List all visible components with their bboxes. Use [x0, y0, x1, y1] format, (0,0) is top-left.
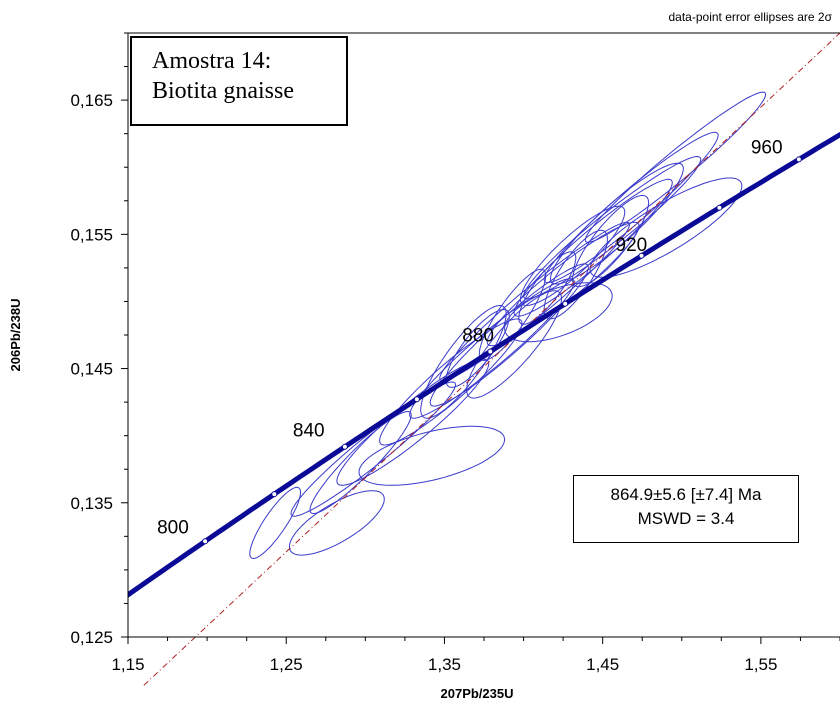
concordia-age-label: 880 [462, 326, 494, 347]
sample-title-box: Amostra 14: Biotita gnaisse [130, 36, 348, 126]
error-ellipse [439, 221, 631, 382]
axes [127, 32, 840, 638]
x-tick-label: 1,25 [270, 655, 303, 674]
error-ellipse [504, 282, 613, 343]
concordia-age-marker [202, 538, 209, 545]
x-tick-label: 1,45 [586, 655, 619, 674]
concordia-age-marker [562, 300, 569, 307]
concordia-age-marker [271, 491, 278, 498]
error-ellipse [543, 131, 719, 284]
concordia-age-marker [638, 252, 645, 259]
y-tick-label: 0,165 [70, 91, 113, 110]
concordia-age-marker [413, 396, 420, 403]
discordia-line [143, 32, 840, 686]
concordia-age-marker [341, 443, 348, 450]
concordia-curve [128, 131, 840, 598]
error-ellipse [478, 268, 547, 362]
error-ellipse [589, 177, 743, 278]
error-ellipse-note: data-point error ellipses are 2σ [669, 10, 833, 24]
error-ellipse [420, 304, 507, 419]
error-ellipse [309, 410, 412, 515]
error-ellipse [584, 91, 767, 243]
y-tick-label: 0,145 [70, 360, 113, 379]
x-tick-label: 1,55 [744, 655, 777, 674]
tick-marks [121, 32, 840, 644]
y-tick-label: 0,155 [70, 225, 113, 244]
concordia-age-label: 800 [157, 517, 189, 538]
y-tick-label: 0,135 [70, 494, 113, 513]
reference-lines [128, 32, 840, 686]
sample-title-line-2: Biotita gnaisse [152, 78, 294, 104]
error-ellipse [466, 290, 563, 399]
error-ellipse [486, 221, 640, 347]
x-axis-title: 207Pb/235U [441, 686, 514, 701]
error-ellipse [513, 178, 673, 317]
y-axis-title: 206Pb/238U [8, 299, 23, 372]
concordia-age-marker [487, 348, 494, 355]
concordia-age-marker [716, 204, 723, 211]
tick-labels: 1,15 1,25 1,35 1,45 1,55 0,125 0,135 0,145 0,155… [70, 91, 777, 674]
age-result-line-2: MSWD = 3.4 [637, 509, 735, 528]
concordia-age-labels: 800 840 880 920 960 [157, 137, 782, 538]
error-ellipse [336, 358, 490, 486]
x-tick-label: 1,15 [111, 655, 144, 674]
y-tick-label: 0,125 [70, 628, 113, 647]
error-ellipses [249, 91, 767, 560]
error-ellipse [249, 486, 302, 560]
x-tick-label: 1,35 [428, 655, 461, 674]
age-result-box: 864.9±5.6 [±7.4] Ma MSWD = 3.4 [573, 475, 799, 543]
error-ellipse [549, 162, 684, 285]
sample-title-line-1: Amostra 14: [152, 48, 272, 74]
concordia-age-label: 960 [751, 137, 783, 158]
age-result-line-1: 864.9±5.6 [±7.4] Ma [610, 485, 762, 504]
concordia-age-label: 840 [293, 421, 325, 442]
error-ellipse [288, 490, 385, 556]
error-ellipse [429, 263, 589, 407]
concordia-age-label: 920 [616, 235, 648, 256]
concordia-age-marker [795, 156, 802, 163]
error-ellipse [409, 278, 575, 419]
error-ellipse [358, 425, 506, 486]
